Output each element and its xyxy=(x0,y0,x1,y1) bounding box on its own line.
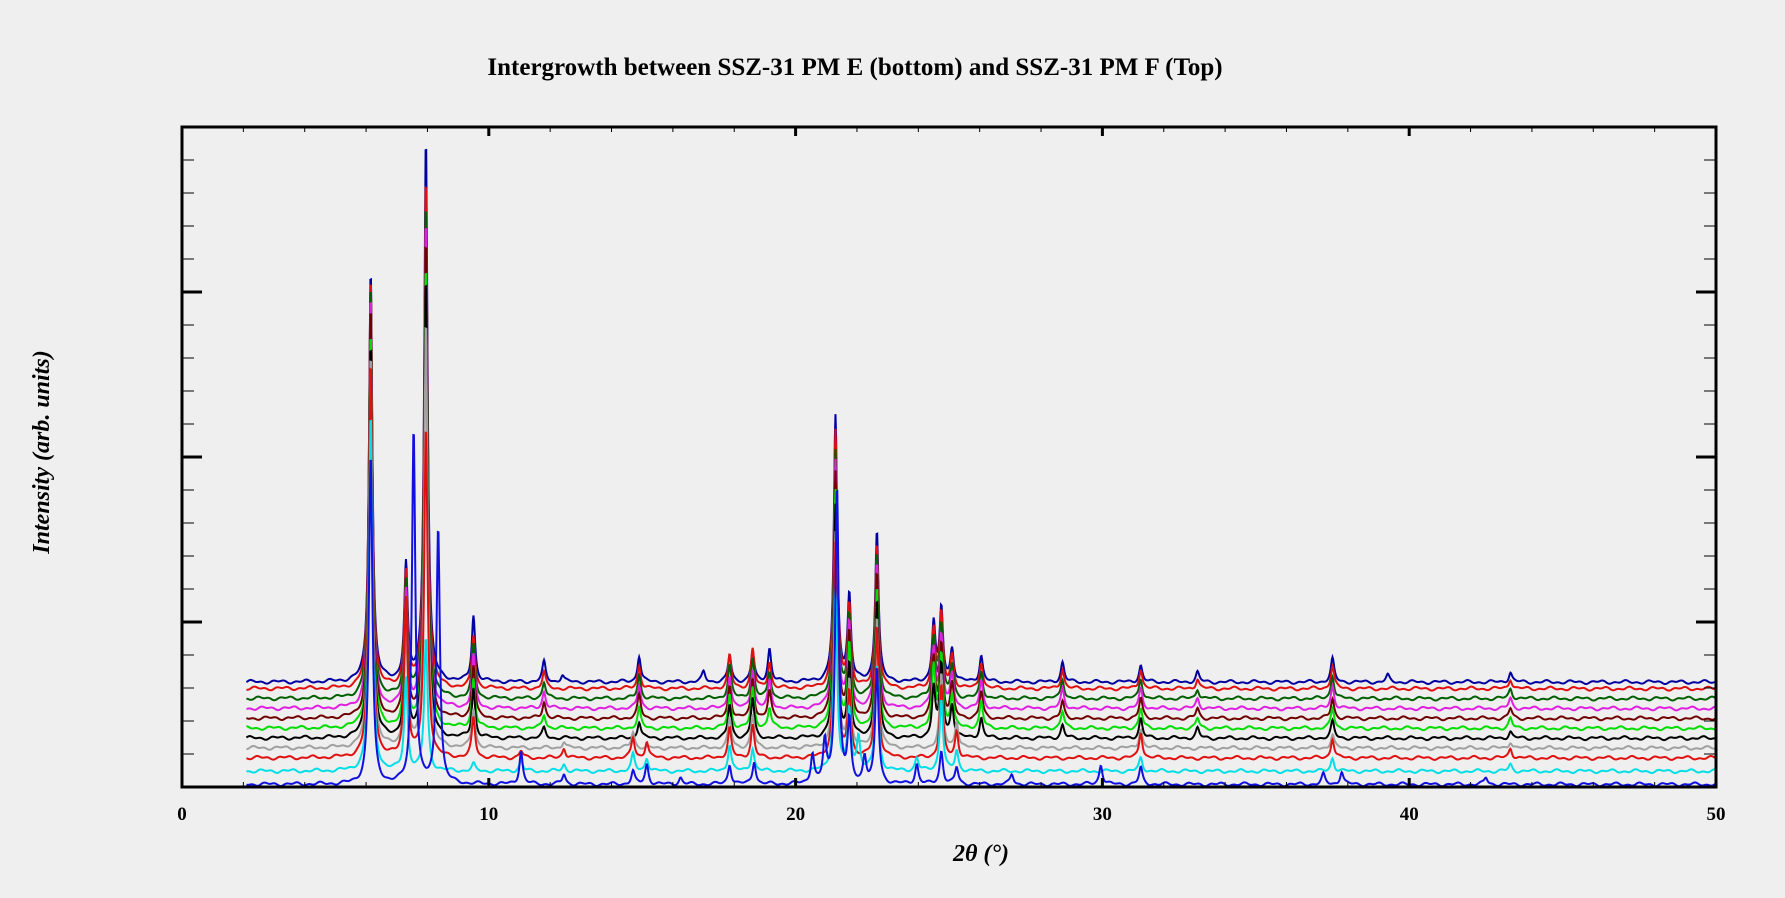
y-axis-label: Intensity (arb. units) xyxy=(29,350,55,554)
series-line-7 xyxy=(245,246,1717,722)
series-line-10 xyxy=(246,186,1717,692)
x-tick-label: 40 xyxy=(1400,804,1419,825)
series-line-1 xyxy=(246,433,1717,788)
series-line-2 xyxy=(246,419,1717,775)
series-line-8 xyxy=(246,228,1716,712)
x-tick-label: 10 xyxy=(479,804,498,825)
series-line-9 xyxy=(246,211,1717,702)
x-tick-label: 50 xyxy=(1707,804,1726,825)
series-line-6 xyxy=(246,272,1717,732)
chart-title: Intergrowth between SSZ-31 PM E (bottom)… xyxy=(487,54,1222,81)
x-tick-label: 30 xyxy=(1093,804,1112,825)
series-line-5 xyxy=(245,284,1717,742)
axes-layer: 0 10 20 30 40 50 xyxy=(177,125,1726,825)
x-tick-label: 20 xyxy=(786,804,805,825)
series-line-4 xyxy=(246,326,1717,752)
series-line-3 xyxy=(246,367,1717,761)
x-axis-label: 2θ (°) xyxy=(952,841,1009,867)
series-line-11 xyxy=(245,148,1717,686)
x-tick-label: 0 xyxy=(177,804,187,825)
series-layer xyxy=(245,148,1717,788)
